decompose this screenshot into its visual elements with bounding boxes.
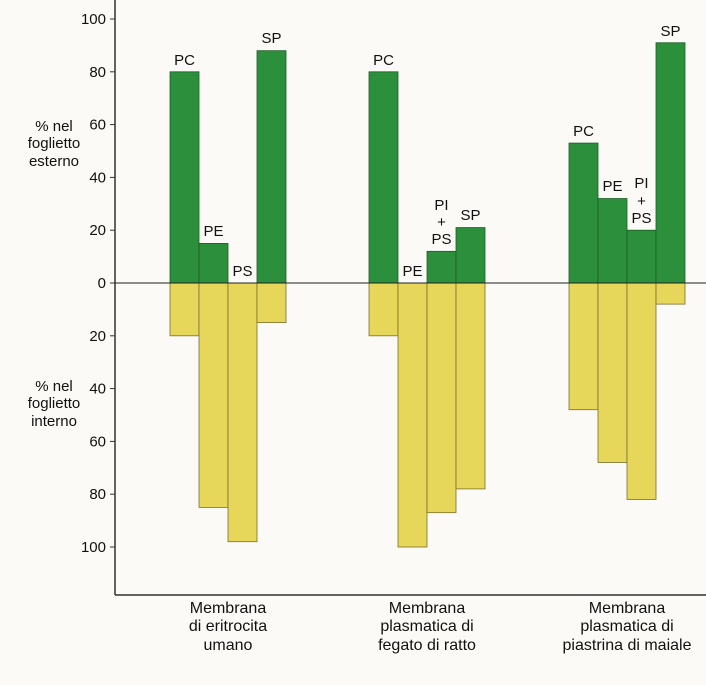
y-tick-label: 0 [98,275,106,292]
label-line: PE [602,178,623,196]
inner-bar [397,282,428,548]
label-line: esterno [28,152,80,170]
y-tick-label: 100 [81,539,106,556]
inner-bar [256,282,287,323]
label-line: PI [634,175,649,193]
inner-bar [568,282,599,411]
bar-label: PE [203,223,223,240]
label-line: plasmatica di [380,618,474,636]
outer-bar [568,142,599,284]
group-label: Membrana plasmatica di fegato di ratto [342,600,512,655]
label-line: PS [232,262,253,280]
label-line: SP [261,30,282,48]
label-line: % nel [35,118,73,135]
label-line: + [437,213,446,231]
label-line: + [637,192,646,210]
bar-label: SP [261,30,281,47]
y-tick-label: 40 [89,169,106,186]
label-line: foglietto [27,135,81,153]
y-title-outer: % nel foglietto esterno [6,118,102,170]
label-line: Membrana [388,600,466,617]
inner-bar [626,282,657,500]
label-line: SP [460,207,481,225]
bar-label: PE [402,263,422,280]
outer-bar [256,50,287,284]
bar-label: SP [660,23,680,40]
bar-label: PC [573,123,594,140]
outer-bar [198,242,229,284]
outer-bar [455,227,486,284]
y-tick-label: 80 [89,64,106,81]
inner-bar [227,282,258,543]
label-line: SP [660,22,681,40]
outer-bar [626,229,657,284]
y-tick-label: 80 [89,486,106,503]
label-line: Membrana [189,600,267,617]
label-line: interno [31,412,77,430]
bar-label: PE [602,178,622,195]
y-tick-label: 20 [89,222,106,239]
inner-bar [455,282,486,490]
label-line: foglietto [27,395,81,413]
y-tick-label: 60 [89,117,106,134]
label-line: Membrana [588,600,666,617]
inner-bar [655,282,686,305]
outer-bar [368,71,399,284]
outer-bar [169,71,200,284]
y-tick-label: 100 [81,11,106,28]
inner-bar [597,282,628,463]
label-line: PC [573,122,594,140]
label-line: umano [203,636,253,654]
label-line: PE [402,262,423,280]
label-line: PC [373,51,394,69]
bar-label: PS [232,263,252,280]
bar-label: SP [460,207,480,224]
y-tick-label: 40 [89,381,106,398]
label-line: plasmatica di [580,618,674,636]
label-line: PE [203,223,224,241]
label-line: PC [174,51,195,69]
label-line: % nel [35,378,73,395]
group-label: Membrana plasmatica di piastrina di maiale [542,600,706,655]
inner-bar [169,282,200,337]
bar-label: PI + PS [431,197,451,249]
outer-bar [597,198,628,284]
label-line: fegato di ratto [378,636,476,654]
y-tick-label: 20 [89,328,106,345]
outer-bar [426,250,457,284]
label-line: PS [631,209,652,227]
bar-label: PI + PS [631,175,651,227]
label-line: PS [431,231,452,249]
outer-bar [655,42,686,284]
label-line: PI [434,196,449,214]
inner-bar [198,282,229,508]
label-line: di eritrocita [188,618,268,636]
y-tick-label: 60 [89,433,106,450]
group-label: Membrana di eritrocita umano [143,600,313,655]
inner-bar [426,282,457,514]
inner-bar [368,282,399,337]
bar-label: PC [174,52,195,69]
label-line: piastrina di maiale [562,636,692,654]
bar-label: PC [373,52,394,69]
y-title-inner: % nel foglietto interno [6,378,102,430]
